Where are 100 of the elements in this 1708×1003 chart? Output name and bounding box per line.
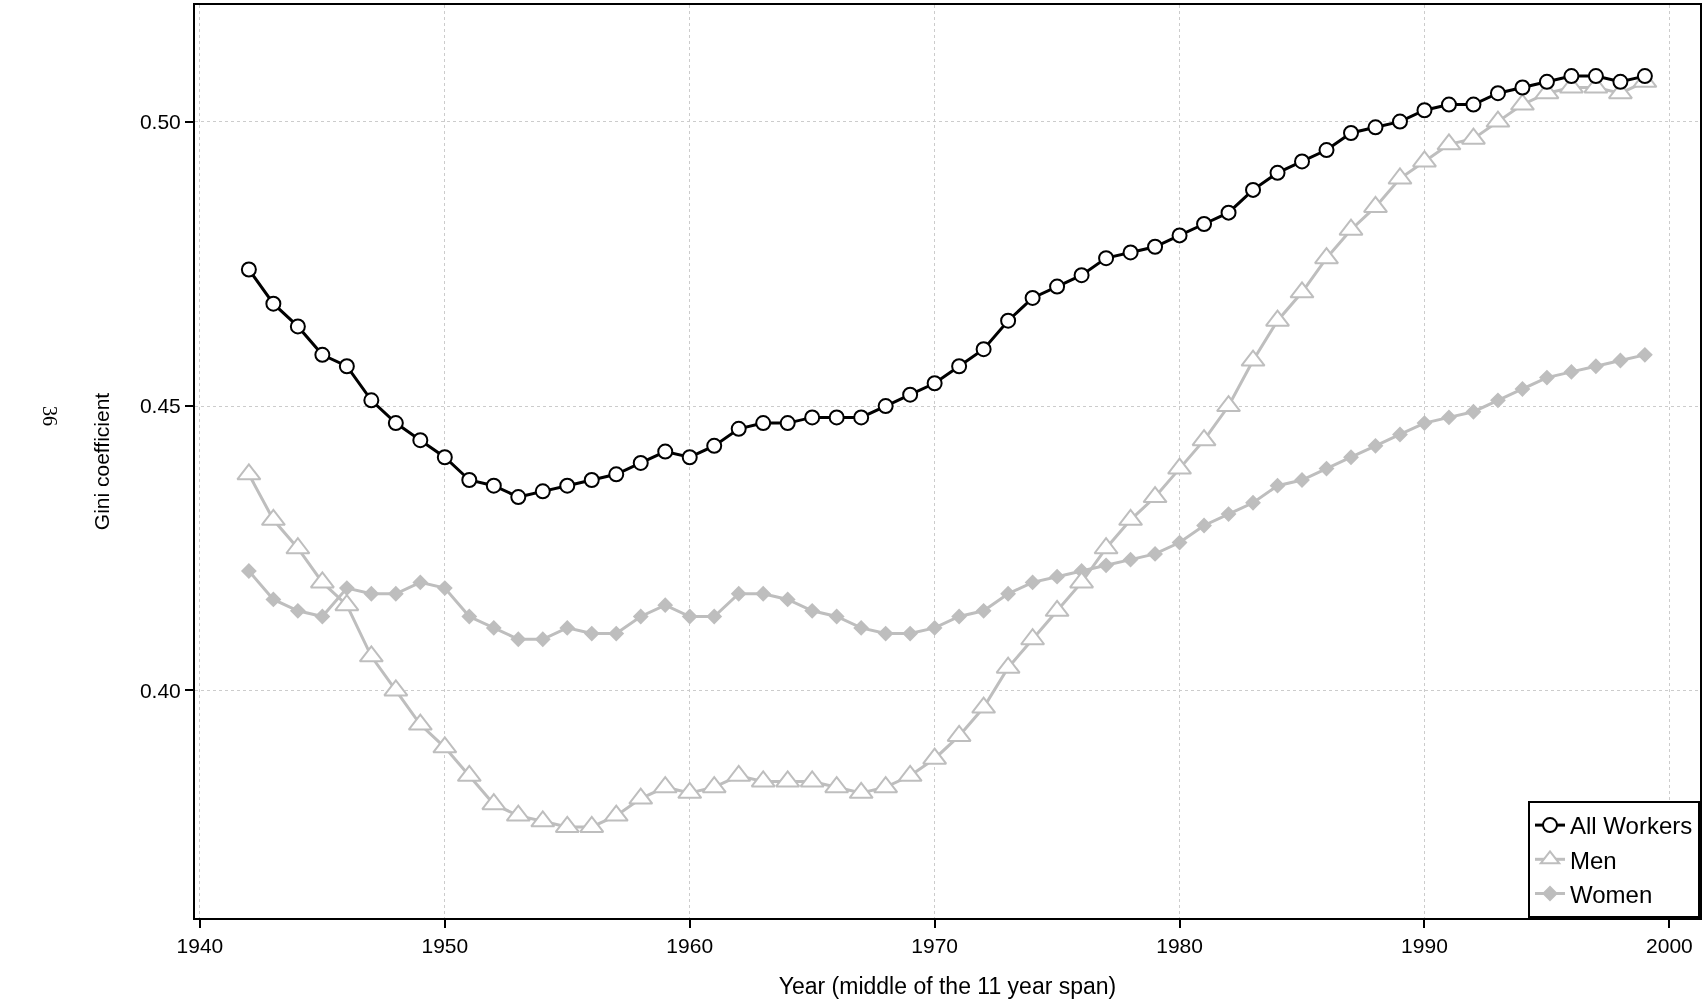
point [1000, 312, 1017, 329]
point [633, 609, 649, 625]
point [363, 586, 379, 602]
point [1245, 495, 1261, 511]
point [1073, 267, 1090, 284]
point [1196, 518, 1212, 533]
point [583, 471, 600, 488]
point [1294, 153, 1311, 170]
point [976, 603, 992, 619]
point [877, 398, 894, 415]
point [1612, 73, 1629, 90]
point [1391, 113, 1408, 130]
point [387, 415, 404, 432]
point [1587, 68, 1604, 85]
point [975, 341, 992, 358]
point [510, 489, 527, 506]
point [1440, 96, 1457, 113]
point [1147, 546, 1163, 562]
point [559, 477, 576, 494]
point [1171, 227, 1188, 244]
point [1196, 216, 1213, 232]
point [828, 409, 845, 426]
y-tick-label: 0.40 [139, 678, 181, 702]
point [339, 580, 355, 596]
point [755, 415, 772, 432]
point [1588, 358, 1604, 374]
point [1367, 119, 1384, 136]
point [657, 597, 673, 613]
point [1318, 142, 1335, 159]
point [363, 392, 380, 409]
point [657, 443, 674, 460]
point [951, 358, 968, 375]
point [1563, 68, 1580, 85]
x-tick-label: 1940 [176, 934, 224, 958]
point [534, 483, 551, 500]
x-axis-title: Year (middle of the 11 year span) [778, 973, 1117, 1000]
point [1172, 535, 1188, 551]
point [1465, 96, 1482, 113]
point [1636, 68, 1653, 85]
point [1049, 278, 1066, 295]
point [682, 609, 698, 625]
point [951, 609, 967, 625]
point [706, 609, 722, 625]
point [265, 591, 281, 607]
point [1098, 557, 1114, 573]
x-tick-label: 1950 [421, 934, 469, 958]
point [730, 420, 747, 437]
point [1612, 353, 1628, 369]
x-tick-label: 1970 [911, 934, 958, 958]
point [437, 580, 453, 596]
point [412, 432, 429, 449]
point [290, 603, 306, 619]
point [388, 586, 404, 602]
point [1514, 381, 1530, 397]
point [584, 626, 600, 642]
point [1563, 364, 1579, 380]
y-axis-title: Gini coefficient [89, 392, 113, 531]
point [1392, 426, 1408, 442]
point [1489, 85, 1506, 102]
y-tick-label: 0.45 [139, 394, 181, 418]
point [1416, 102, 1433, 119]
point [1441, 409, 1457, 425]
point [559, 620, 575, 636]
point [265, 295, 282, 312]
point [779, 415, 796, 432]
point [1343, 449, 1359, 465]
point [1098, 250, 1115, 267]
text: 36 [38, 405, 61, 426]
x-tick-label: 2000 [1646, 934, 1693, 958]
point [853, 620, 869, 636]
point [706, 437, 723, 454]
point [1024, 289, 1041, 306]
legend-label: All Workers [1570, 812, 1693, 840]
point [1294, 472, 1310, 488]
point [926, 375, 943, 392]
point [608, 466, 625, 483]
point [755, 586, 771, 602]
point [608, 626, 624, 642]
legend-label: Men [1570, 846, 1617, 874]
point [1049, 569, 1065, 585]
point [241, 563, 257, 579]
point [461, 471, 478, 488]
point [535, 631, 551, 647]
point [829, 609, 845, 625]
point [1539, 370, 1555, 386]
point [289, 318, 306, 335]
point [485, 477, 502, 494]
point [902, 386, 919, 403]
point [1416, 415, 1432, 431]
point [1465, 404, 1481, 420]
point [902, 626, 918, 642]
point [804, 409, 821, 426]
point [1025, 574, 1041, 590]
x-tick-label: 1980 [1156, 934, 1203, 958]
point [1490, 392, 1506, 408]
point [1221, 506, 1237, 522]
point [1000, 586, 1016, 602]
point [1514, 79, 1531, 96]
point [632, 454, 649, 471]
point [1122, 244, 1139, 261]
